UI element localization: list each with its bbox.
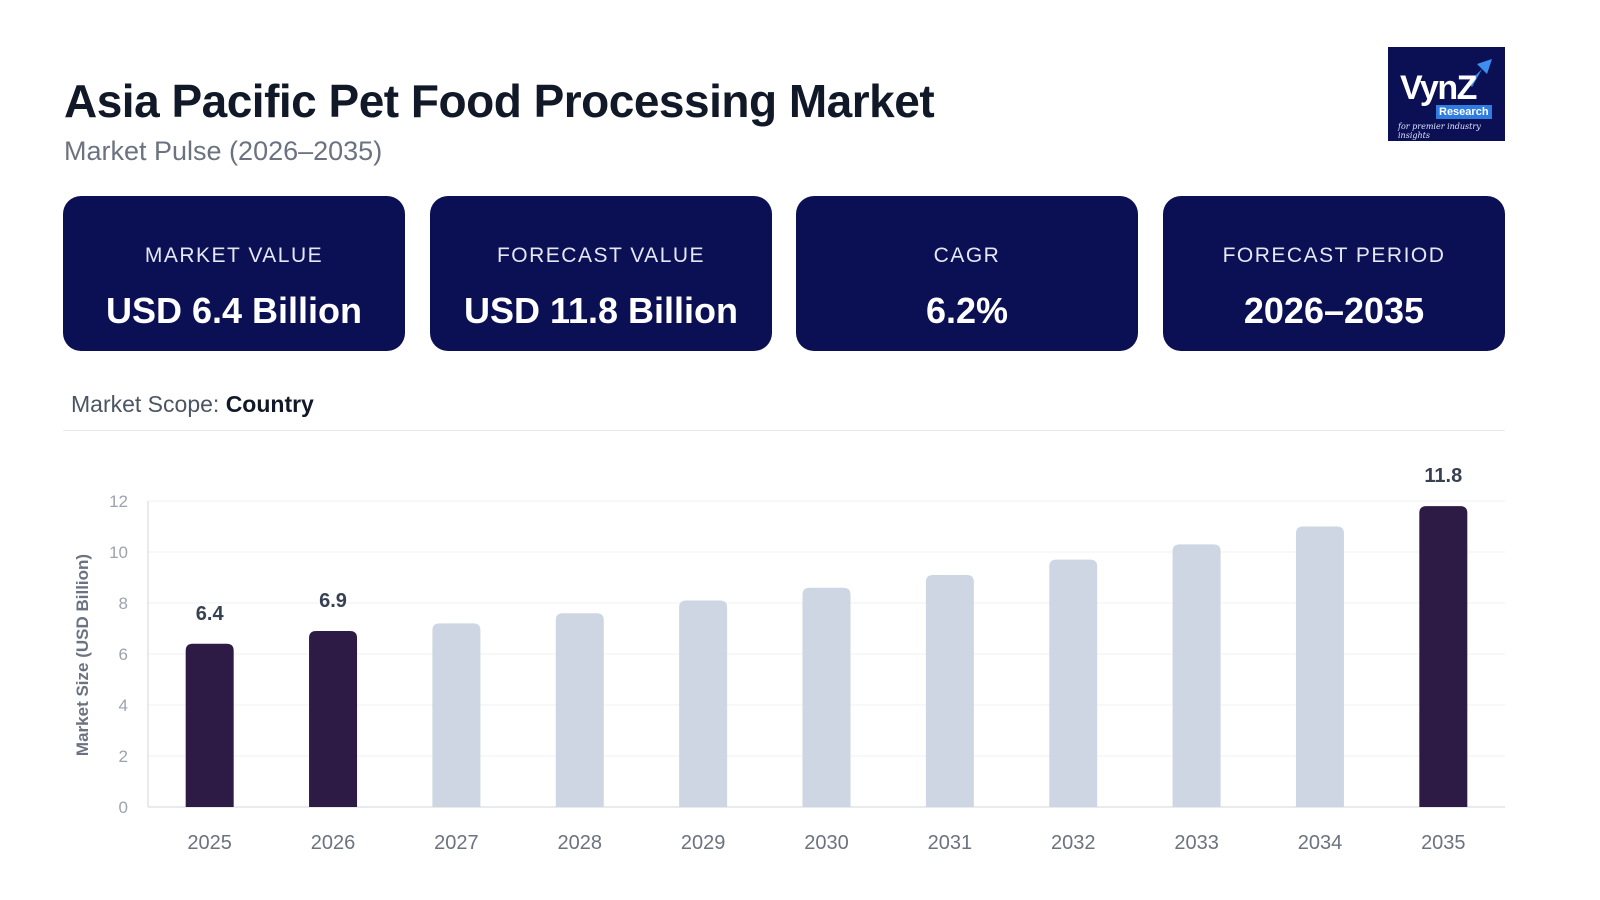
kpi-card-forecast-period: FORECAST PERIOD 2026–2035 xyxy=(1163,196,1505,351)
market-scope: Market Scope: Country xyxy=(71,391,314,418)
x-tick-label: 2032 xyxy=(1051,832,1096,854)
bar-2030 xyxy=(802,587,851,807)
y-tick-label: 8 xyxy=(119,594,128,613)
kpi-value: USD 6.4 Billion xyxy=(105,290,363,331)
data-label-2025: 6.4 xyxy=(196,603,225,625)
kpi-label: FORECAST PERIOD xyxy=(1222,244,1446,267)
y-tick-label: 12 xyxy=(109,492,128,511)
kpi-label: FORECAST VALUE xyxy=(496,244,706,267)
kpi-card-forecast-value: FORECAST VALUE USD 11.8 Billion xyxy=(430,196,772,351)
x-tick-label: 2025 xyxy=(187,832,232,854)
kpi-label: MARKET VALUE xyxy=(144,244,324,267)
x-tick-label: 2033 xyxy=(1174,832,1219,854)
section-divider xyxy=(63,430,1505,431)
brand-logo: VynZ Research for premier industry insig… xyxy=(1388,47,1505,141)
y-tick-label: 10 xyxy=(109,543,128,562)
bar-2027 xyxy=(432,623,481,807)
y-axis-title: Market Size (USD Billion) xyxy=(73,554,92,756)
page-subtitle: Market Pulse (2026–2035) xyxy=(64,136,383,166)
bar-2028 xyxy=(555,613,604,807)
kpi-card-market-value: MARKET VALUE USD 6.4 Billion xyxy=(63,196,405,351)
logo-wordmark: VynZ xyxy=(1400,69,1477,107)
bar-2035 xyxy=(1419,506,1468,807)
chart-labels: 0 2 4 6 8 10 12 2025 6.4 2026 6.9 2027 2028 2029 2030 2… xyxy=(109,465,1465,854)
x-tick-label: 2027 xyxy=(434,832,479,854)
market-scope-value: Country xyxy=(225,391,314,417)
y-tick-label: 0 xyxy=(119,798,128,817)
kpi-card-cagr: CAGR 6.2% xyxy=(796,196,1138,351)
x-tick-label: 2034 xyxy=(1298,832,1343,854)
x-tick-label: 2031 xyxy=(928,832,973,854)
y-tick-label: 6 xyxy=(119,645,128,664)
kpi-value: 2026–2035 xyxy=(1243,290,1425,331)
x-tick-label: 2030 xyxy=(804,832,849,854)
arrow-up-right-icon xyxy=(1468,59,1492,87)
kpi-value: 6.2% xyxy=(925,290,1009,331)
bar-2032 xyxy=(1049,559,1098,807)
bar-2026 xyxy=(309,631,358,807)
bar-2029 xyxy=(679,600,728,807)
x-tick-label: 2026 xyxy=(311,832,356,854)
bar-2025 xyxy=(185,643,234,807)
bar-2034 xyxy=(1295,526,1344,807)
x-tick-label: 2035 xyxy=(1421,832,1466,854)
x-tick-label: 2029 xyxy=(681,832,726,854)
bar-2033 xyxy=(1172,544,1221,807)
data-label-2026: 6.9 xyxy=(319,590,347,612)
chart-bars xyxy=(185,506,1468,807)
y-tick-label: 2 xyxy=(119,747,128,766)
data-label-2035: 11.8 xyxy=(1424,465,1462,487)
y-tick-label: 4 xyxy=(119,696,128,715)
market-scope-label: Market Scope: xyxy=(71,391,220,417)
page-title: Asia Pacific Pet Food Processing Market xyxy=(64,75,935,127)
logo-tagline: for premier industry insights xyxy=(1398,122,1481,140)
bar-2031 xyxy=(925,574,974,807)
kpi-label: CAGR xyxy=(933,244,1001,267)
x-tick-label: 2028 xyxy=(558,832,603,854)
logo-subtitle: Research xyxy=(1436,105,1492,119)
kpi-value: USD 11.8 Billion xyxy=(463,290,739,331)
